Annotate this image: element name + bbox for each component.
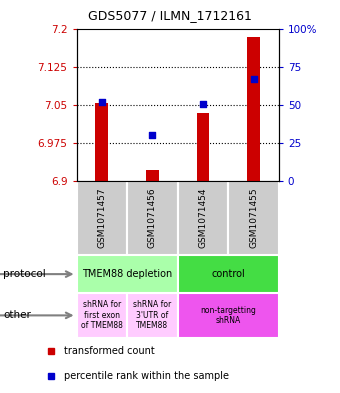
Text: TMEM88 depletion: TMEM88 depletion	[82, 269, 172, 279]
Text: percentile rank within the sample: percentile rank within the sample	[64, 371, 229, 381]
Bar	[247, 37, 260, 181]
Bar	[177, 293, 279, 338]
Text: transformed count: transformed count	[64, 346, 155, 356]
Bar	[177, 255, 279, 293]
Bar	[76, 255, 177, 293]
Text: GSM1071454: GSM1071454	[199, 188, 207, 248]
Bar	[228, 181, 279, 255]
Bar	[197, 113, 209, 181]
Point	[251, 76, 256, 83]
Bar	[127, 181, 177, 255]
Point	[99, 99, 104, 105]
Text: GSM1071455: GSM1071455	[249, 188, 258, 248]
Text: protocol: protocol	[3, 269, 46, 279]
Bar	[96, 103, 108, 181]
Text: GSM1071456: GSM1071456	[148, 188, 157, 248]
Text: shRNA for
first exon
of TMEM88: shRNA for first exon of TMEM88	[81, 301, 123, 330]
Bar	[76, 181, 127, 255]
Text: GDS5077 / ILMN_1712161: GDS5077 / ILMN_1712161	[88, 9, 252, 22]
Bar	[146, 170, 159, 181]
Bar	[177, 181, 228, 255]
Text: other: other	[3, 310, 31, 320]
Text: GSM1071457: GSM1071457	[97, 188, 106, 248]
Text: control: control	[211, 269, 245, 279]
Point	[200, 101, 206, 107]
Point	[150, 132, 155, 138]
Bar	[76, 293, 127, 338]
Text: shRNA for
3'UTR of
TMEM88: shRNA for 3'UTR of TMEM88	[133, 301, 171, 330]
Text: non-targetting
shRNA: non-targetting shRNA	[200, 306, 256, 325]
Bar	[127, 293, 177, 338]
